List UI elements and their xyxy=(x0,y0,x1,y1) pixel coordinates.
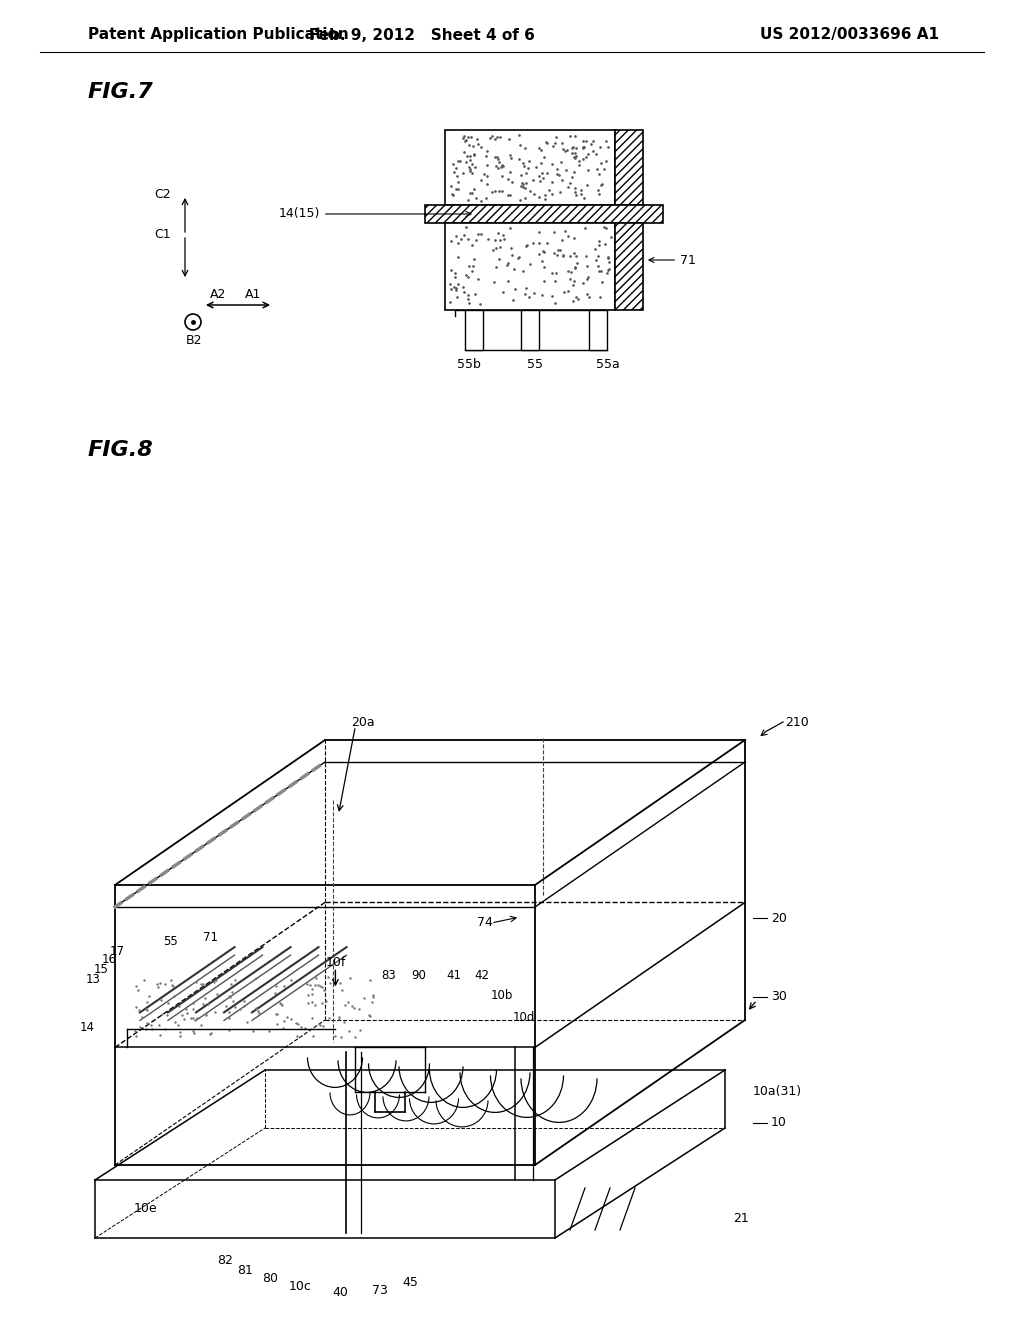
Text: FIG.8: FIG.8 xyxy=(88,440,154,459)
Bar xyxy=(445,129,615,205)
Text: 14(15): 14(15) xyxy=(279,207,471,220)
Text: 55b: 55b xyxy=(457,358,481,371)
Text: US 2012/0033696 A1: US 2012/0033696 A1 xyxy=(760,28,939,42)
Text: 14: 14 xyxy=(80,1020,94,1034)
Text: 13: 13 xyxy=(86,973,100,986)
Text: 10a(31): 10a(31) xyxy=(753,1085,802,1098)
Text: Patent Application Publication: Patent Application Publication xyxy=(88,28,349,42)
Text: 10b: 10b xyxy=(490,989,513,1002)
Text: 81: 81 xyxy=(238,1263,253,1276)
Text: 71: 71 xyxy=(649,253,696,267)
Text: C2: C2 xyxy=(155,189,171,202)
Text: 21: 21 xyxy=(733,1212,749,1225)
Text: 10c: 10c xyxy=(289,1279,311,1292)
Text: 45: 45 xyxy=(402,1276,418,1290)
Text: 55: 55 xyxy=(163,935,177,948)
Text: A2: A2 xyxy=(210,288,226,301)
Bar xyxy=(615,129,643,205)
Text: 42: 42 xyxy=(474,969,488,982)
Text: 41: 41 xyxy=(445,969,461,982)
Text: 10f: 10f xyxy=(326,956,345,969)
Text: 80: 80 xyxy=(262,1271,278,1284)
Text: 20a: 20a xyxy=(351,715,375,729)
Text: C1: C1 xyxy=(155,228,171,242)
Text: 10d: 10d xyxy=(512,1011,535,1024)
Text: 71: 71 xyxy=(203,931,217,944)
Text: 55a: 55a xyxy=(596,358,620,371)
Text: Feb. 9, 2012   Sheet 4 of 6: Feb. 9, 2012 Sheet 4 of 6 xyxy=(309,28,535,42)
Text: 10e: 10e xyxy=(133,1203,157,1216)
Text: 10: 10 xyxy=(771,1117,786,1130)
Text: 55: 55 xyxy=(527,358,543,371)
Text: 16: 16 xyxy=(101,953,117,966)
Text: A1: A1 xyxy=(245,288,261,301)
Bar xyxy=(425,205,663,223)
Bar xyxy=(615,223,643,310)
Text: 83: 83 xyxy=(381,969,395,982)
Bar xyxy=(445,223,615,310)
Text: FIG.7: FIG.7 xyxy=(88,82,154,102)
Text: 210: 210 xyxy=(785,715,809,729)
Text: 82: 82 xyxy=(217,1254,232,1266)
Text: 15: 15 xyxy=(93,962,109,975)
Bar xyxy=(589,310,607,350)
Bar xyxy=(521,310,539,350)
Bar xyxy=(465,310,483,350)
Text: B2: B2 xyxy=(185,334,203,346)
Text: 40: 40 xyxy=(332,1286,348,1299)
Text: 90: 90 xyxy=(411,969,426,982)
Text: 17: 17 xyxy=(110,945,125,958)
Text: 74: 74 xyxy=(477,916,493,929)
Text: 20: 20 xyxy=(771,912,786,924)
Text: 30: 30 xyxy=(771,990,786,1003)
Text: 73: 73 xyxy=(372,1283,388,1296)
